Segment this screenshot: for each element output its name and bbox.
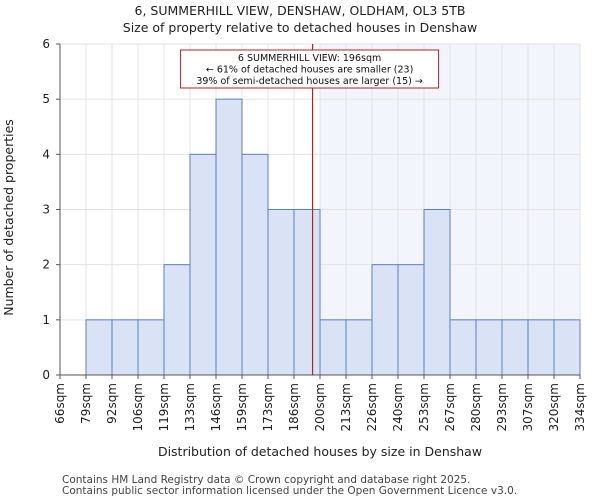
x-tick-label: 280sqm: [469, 383, 483, 431]
histogram-bar: [189, 153, 217, 376]
histogram-bar: [111, 319, 139, 376]
histogram-bar: [449, 319, 477, 376]
histogram-bar: [501, 319, 529, 376]
x-tick-label: 293sqm: [495, 383, 509, 431]
x-tick-label: 79sqm: [79, 383, 93, 424]
y-tick-label: 1: [42, 313, 50, 327]
histogram-bar: [397, 264, 425, 376]
x-tick-label: 200sqm: [313, 383, 327, 431]
x-tick-label: 307sqm: [521, 383, 535, 431]
x-tick-label: 320sqm: [547, 383, 561, 431]
annotation-line: 6 SUMMERHILL VIEW: 196sqm: [238, 53, 381, 64]
footer-attribution-2: Contains public sector information licen…: [62, 485, 518, 497]
x-tick-label: 92sqm: [105, 383, 119, 424]
x-tick-label: 159sqm: [235, 383, 249, 431]
chart-subtitle: Size of property relative to detached ho…: [122, 20, 478, 35]
y-tick-label: 3: [42, 203, 50, 217]
x-tick-label: 267sqm: [443, 383, 457, 431]
y-tick-label: 4: [42, 147, 50, 161]
histogram-bar: [215, 98, 243, 376]
histogram-bar: [319, 319, 347, 376]
annotation-line: 39% of semi-detached houses are larger (…: [196, 76, 423, 87]
histogram-bar: [293, 209, 321, 376]
y-tick-label: 5: [42, 92, 50, 106]
histogram-bar: [241, 153, 269, 376]
histogram-bar: [553, 319, 581, 376]
x-tick-label: 106sqm: [131, 383, 145, 431]
footer-attribution-1: Contains HM Land Registry data © Crown c…: [62, 474, 471, 486]
x-axis-title: Distribution of detached houses by size …: [158, 444, 482, 459]
x-tick-label: 186sqm: [287, 383, 301, 431]
x-tick-label: 66sqm: [53, 383, 67, 424]
x-tick-label: 226sqm: [365, 383, 379, 431]
histogram-bar: [137, 319, 165, 376]
chart-title: 6, SUMMERHILL VIEW, DENSHAW, OLDHAM, OL3…: [134, 3, 466, 18]
histogram-bar: [475, 319, 503, 376]
x-tick-label: 240sqm: [391, 383, 405, 431]
x-tick-label: 253sqm: [417, 383, 431, 431]
x-tick-label: 119sqm: [157, 383, 171, 431]
x-tick-label: 213sqm: [339, 383, 353, 431]
x-tick-label: 146sqm: [209, 383, 223, 431]
annotation-line: ← 61% of detached houses are smaller (23…: [206, 65, 413, 76]
histogram-bar: [527, 319, 555, 376]
y-tick-label: 2: [42, 258, 50, 272]
histogram-bar: [267, 209, 295, 376]
y-tick-label: 0: [42, 368, 50, 382]
x-tick-label: 133sqm: [183, 383, 197, 431]
histogram-bar: [423, 209, 451, 376]
y-axis-title: Number of detached properties: [1, 119, 16, 316]
histogram-bar: [345, 319, 373, 376]
annotation-box: [180, 49, 440, 89]
x-tick-label: 173sqm: [261, 383, 275, 431]
histogram-bar: [163, 264, 191, 376]
y-tick-label: 6: [42, 37, 50, 51]
x-tick-label: 334sqm: [573, 383, 587, 431]
histogram-bar: [85, 319, 113, 376]
histogram-bar: [371, 264, 399, 376]
